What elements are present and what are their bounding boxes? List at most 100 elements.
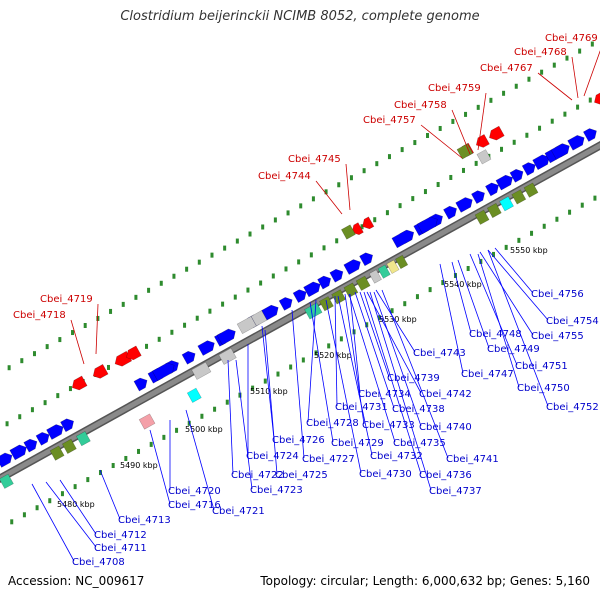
guide-track-outer-tick [7, 365, 11, 371]
cds-forward-block [216, 328, 236, 346]
gene-label: Cbei_4743 [413, 348, 466, 359]
cds-forward-arrow [521, 162, 536, 176]
gene-leader-line [369, 291, 432, 491]
gene-label: Cbei_4721 [212, 506, 265, 517]
gene-leader-line [469, 253, 518, 366]
gene-leader-line [359, 291, 390, 378]
gene-label: Cbei_4720 [168, 486, 221, 497]
guide-track-lower-tick [137, 448, 141, 454]
guide-track-upper-tick [18, 414, 22, 420]
gene-leader-line [366, 291, 422, 394]
gene-label: Cbei_4730 [359, 469, 412, 480]
gene-label: Cbei_4728 [306, 418, 359, 429]
gene-leader-line [235, 359, 253, 490]
cds-forward-block [550, 143, 570, 160]
gene-label: Cbei_4723 [250, 485, 303, 496]
gene-label: Cbei_4751 [515, 361, 568, 372]
guide-track-outer-tick [438, 125, 442, 131]
cds-forward-arrow [23, 438, 38, 453]
feature-lower-track [523, 182, 539, 198]
gene-leader-line [583, 50, 600, 97]
guide-track-lower-tick [542, 223, 546, 229]
guide-track-upper-tick [271, 273, 275, 279]
cds-forward-arrow [495, 174, 513, 191]
cds-reverse-arrow [594, 91, 600, 106]
feature-lower-track [49, 445, 65, 461]
guide-track-upper-tick [360, 224, 364, 230]
guide-track-outer-tick [58, 337, 62, 343]
guide-track-upper-tick [56, 393, 60, 399]
guide-track-upper-tick [525, 132, 529, 138]
gene-label: Cbei_4745 [288, 154, 341, 165]
guide-track-upper-tick [500, 146, 504, 152]
scale-label: 5490 kbp [120, 461, 158, 470]
guide-track-upper-tick [221, 301, 225, 307]
gene-leader-line [354, 291, 395, 409]
guide-track-lower-tick [187, 420, 191, 426]
gene-leader-line [99, 469, 121, 520]
guide-track-outer-tick [590, 41, 594, 47]
guide-track-lower-tick [492, 251, 496, 257]
guide-track-upper-tick [512, 139, 516, 145]
guide-track-upper-tick [576, 104, 580, 110]
gene-leader-line [227, 359, 234, 475]
feature-lower-track [386, 259, 400, 274]
cds-grey-lower [218, 347, 237, 365]
guide-track-lower-tick [289, 364, 293, 370]
guide-track-upper-tick [233, 294, 237, 300]
gene-leader-line [95, 303, 99, 355]
guide-track-lower-tick [238, 392, 242, 398]
guide-track-outer-tick [426, 133, 430, 139]
gene-label: Cbei_4757 [363, 115, 416, 126]
gene-label: Cbei_4711 [94, 543, 147, 554]
cds-forward-arrow [303, 281, 321, 298]
guide-track-outer-tick [159, 280, 163, 286]
guide-track-outer-tick [514, 83, 518, 89]
cds-forward-arrow [443, 205, 457, 220]
guide-track-lower-tick [466, 265, 470, 271]
guide-track-upper-tick [183, 322, 187, 328]
gene-label: Cbei_4716 [168, 500, 221, 511]
guide-track-outer-tick [324, 189, 328, 195]
gene-label: Cbei_4727 [302, 454, 355, 465]
guide-track-upper-tick [106, 364, 110, 370]
cds-forward-arrow [455, 197, 473, 213]
guide-track-lower-tick [175, 427, 179, 433]
guide-track-outer-tick [337, 182, 341, 188]
guide-track-outer-tick [400, 147, 404, 153]
guide-track-upper-tick [43, 400, 47, 406]
gene-label: Cbei_4754 [546, 316, 599, 327]
feature-lower-track [486, 202, 502, 219]
guide-track-lower-tick [377, 315, 381, 321]
guide-track-lower-tick [124, 455, 128, 461]
gene-label: Cbei_4718 [13, 310, 66, 321]
cds-reverse-arrow [362, 216, 375, 230]
cds-forward-arrow [509, 169, 524, 183]
guide-track-upper-tick [588, 97, 592, 103]
guide-track-upper-tick [30, 407, 34, 413]
gene-leader-line [149, 429, 171, 505]
gene-label: Cbei_4736 [419, 470, 472, 481]
guide-track-outer-tick [464, 111, 468, 117]
gene-leader-line [337, 295, 373, 456]
guide-track-lower-tick [200, 413, 204, 419]
guide-track-upper-tick [538, 125, 542, 131]
gene-label: Cbei_4748 [469, 329, 522, 340]
gene-leader-line [31, 483, 75, 562]
gene-leader-line [264, 329, 278, 475]
gene-label: Cbei_4750 [517, 383, 570, 394]
guide-track-upper-tick [259, 280, 263, 286]
gene-label: Cbei_4752 [546, 402, 599, 413]
cds-forward-block [0, 452, 13, 468]
guide-track-lower-tick [593, 195, 597, 201]
gene-leader-line [309, 301, 334, 443]
guide-track-lower-tick [10, 519, 14, 525]
gene-leader-line [315, 180, 343, 215]
gene-label: Cbei_4769 [545, 33, 598, 44]
gene-label: Cbei_4722 [231, 470, 284, 481]
feature-lower-track [377, 264, 391, 279]
gene-label: Cbei_4724 [246, 451, 299, 462]
feature-lower-track [343, 282, 359, 298]
gene-label: Cbei_4726 [272, 435, 325, 446]
